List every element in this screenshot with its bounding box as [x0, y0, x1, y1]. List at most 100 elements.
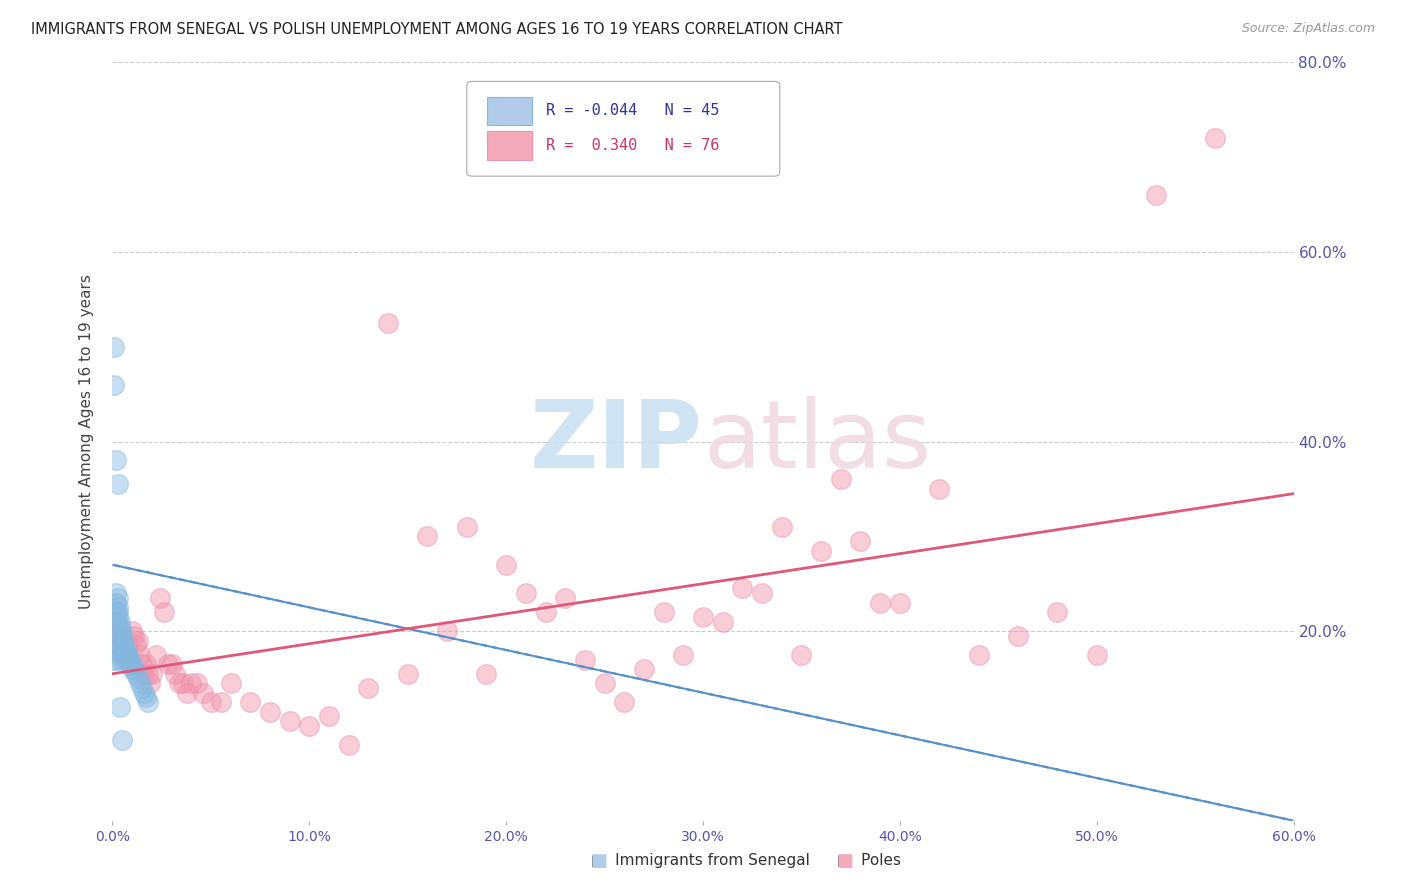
Point — [136, 695, 159, 709]
Point — [127, 633, 149, 648]
Point — [456, 520, 478, 534]
Point — [111, 629, 134, 643]
Point — [111, 633, 134, 648]
Point — [1204, 131, 1226, 145]
Point — [105, 615, 128, 629]
Point — [122, 629, 145, 643]
Point — [1046, 605, 1069, 619]
Point — [136, 666, 159, 681]
Point — [129, 648, 152, 662]
Point — [110, 648, 132, 662]
Point — [117, 652, 139, 666]
Point — [152, 605, 174, 619]
Point — [107, 600, 129, 615]
Point — [770, 520, 793, 534]
Point — [110, 629, 132, 643]
Point — [105, 453, 128, 467]
Point — [396, 666, 419, 681]
Point — [105, 605, 128, 619]
Point — [111, 733, 134, 747]
Point — [131, 681, 153, 695]
Point — [112, 648, 135, 662]
Bar — [486, 131, 531, 161]
Point — [209, 695, 232, 709]
FancyBboxPatch shape — [467, 81, 780, 177]
Point — [103, 340, 125, 354]
Point — [318, 709, 340, 723]
Point — [105, 586, 128, 600]
Point — [172, 676, 194, 690]
Point — [239, 695, 262, 709]
Text: ■  Poles: ■ Poles — [837, 854, 901, 868]
Point — [120, 657, 142, 672]
Text: ■  Immigrants from Senegal: ■ Immigrants from Senegal — [591, 854, 810, 868]
Point — [105, 596, 128, 610]
Point — [554, 591, 576, 605]
Point — [515, 586, 537, 600]
Point — [495, 558, 517, 572]
Point — [145, 648, 167, 662]
Point — [129, 676, 152, 690]
Point — [186, 676, 208, 690]
Point — [731, 582, 754, 596]
Point — [120, 652, 142, 666]
Point — [751, 586, 773, 600]
Point — [107, 605, 129, 619]
Point — [1007, 629, 1029, 643]
Point — [115, 652, 138, 666]
Point — [117, 648, 139, 662]
Point — [169, 676, 191, 690]
Text: IMMIGRANTS FROM SENEGAL VS POLISH UNEMPLOYMENT AMONG AGES 16 TO 19 YEARS CORRELA: IMMIGRANTS FROM SENEGAL VS POLISH UNEMPL… — [31, 22, 842, 37]
Point — [115, 643, 138, 657]
Point — [103, 377, 125, 392]
Point — [613, 695, 636, 709]
Point — [672, 648, 695, 662]
Point — [107, 591, 129, 605]
Point — [180, 676, 202, 690]
Point — [377, 316, 399, 330]
Bar — [486, 96, 531, 126]
Point — [259, 705, 281, 719]
Point — [132, 686, 155, 700]
Point — [120, 657, 142, 672]
Point — [219, 676, 242, 690]
Point — [121, 657, 143, 672]
Point — [107, 638, 129, 652]
Point — [436, 624, 458, 639]
Point — [107, 610, 129, 624]
Point — [103, 633, 125, 648]
Point — [105, 652, 128, 666]
Point — [112, 648, 135, 662]
Point — [141, 666, 163, 681]
Point — [1085, 648, 1108, 662]
Point — [534, 605, 557, 619]
Point — [125, 638, 148, 652]
Point — [110, 699, 132, 714]
Point — [967, 648, 990, 662]
Point — [278, 714, 301, 728]
Point — [135, 657, 157, 672]
Text: ■: ■ — [837, 852, 853, 870]
Y-axis label: Unemployment Among Ages 16 to 19 years: Unemployment Among Ages 16 to 19 years — [79, 274, 94, 609]
Point — [692, 610, 714, 624]
Text: atlas: atlas — [703, 395, 931, 488]
Point — [110, 624, 132, 639]
Point — [107, 477, 129, 491]
Point — [117, 638, 139, 652]
Point — [103, 652, 125, 666]
Point — [135, 690, 157, 705]
Point — [593, 676, 616, 690]
Text: Source: ZipAtlas.com: Source: ZipAtlas.com — [1241, 22, 1375, 36]
Text: R = -0.044   N = 45: R = -0.044 N = 45 — [546, 103, 720, 119]
Point — [111, 643, 134, 657]
Point — [928, 482, 950, 496]
Point — [139, 676, 162, 690]
Point — [156, 657, 179, 672]
Point — [200, 695, 222, 709]
Text: ■: ■ — [591, 852, 607, 870]
Point — [574, 652, 596, 666]
Point — [790, 648, 813, 662]
Point — [711, 615, 734, 629]
Point — [830, 473, 852, 487]
Point — [633, 662, 655, 676]
